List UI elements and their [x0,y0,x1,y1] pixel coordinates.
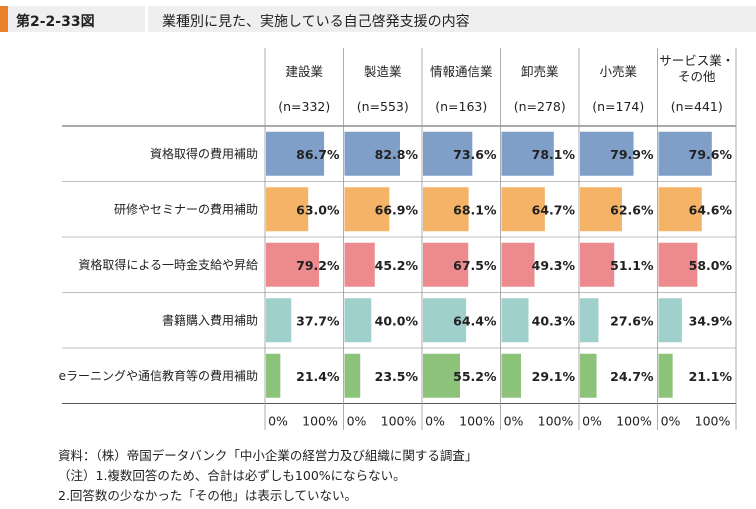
bar [501,187,545,232]
value-label: 27.6% [610,313,654,328]
bar [266,298,292,343]
value-label: 24.7% [610,369,654,384]
value-label: 79.6% [689,147,733,162]
bar [344,353,361,398]
tick-label: 0% [582,414,602,429]
panel-n-label: (n=174) [592,99,644,114]
bar [501,353,521,398]
value-label: 67.5% [453,258,497,273]
value-label: 29.1% [532,369,576,384]
bar [658,298,682,343]
bar [580,242,615,287]
panel-n-label: (n=278) [514,99,566,114]
value-label: 45.2% [375,258,419,273]
bar [658,242,698,287]
panel-label: 製造業 [364,64,402,79]
tick-label: 0% [504,414,524,429]
bar [344,187,390,232]
panel-n-label: (n=441) [671,99,723,114]
bar [344,298,372,343]
value-label: 82.8% [375,147,419,162]
value-label: 40.3% [532,313,576,328]
category-label: 資格取得の費用補助 [150,146,258,161]
value-label: 79.9% [610,147,654,162]
bar [266,242,320,287]
category-label: 研修やセミナーの費用補助 [114,201,258,216]
tick-label: 0% [268,414,288,429]
bar [344,242,375,287]
bar [580,298,599,343]
value-label: 23.5% [375,369,419,384]
category-label: 資格取得による一時金支給や昇給 [78,257,258,272]
tick-label: 100% [538,414,574,429]
value-label: 62.6% [610,202,654,217]
chart: 建設業 (n=332) 製造業 (n=553) 情報通信業 (n=163) 卸売業 (n=27… [59,48,737,430]
title-bar [0,6,756,32]
value-label: 64.6% [689,202,733,217]
tick-label: 0% [661,414,681,429]
value-label: 86.7% [296,147,340,162]
value-label: 63.0% [296,202,340,217]
tick-label: 100% [695,414,731,429]
bar [501,298,529,343]
value-label: 66.9% [375,202,419,217]
value-label: 58.0% [689,258,733,273]
bar [580,131,634,176]
bar [423,187,469,232]
bar [266,131,325,176]
bar [266,187,309,232]
tick-label: 100% [459,414,495,429]
value-label: 64.7% [532,202,576,217]
bar [423,242,469,287]
panel-label: 卸売業 [521,64,559,79]
bar [423,131,473,176]
bar [580,187,622,232]
panel-n-label: (n=332) [278,99,330,114]
tick-label: 100% [302,414,338,429]
bar [423,353,460,398]
panel-label: 情報通信業 [430,64,493,79]
value-label: 64.4% [453,313,497,328]
panel-n-label: (n=553) [357,99,409,114]
title-separator [145,6,148,32]
panel-label: 小売業 [599,64,637,79]
value-label: 55.2% [453,369,497,384]
value-label: 73.6% [453,147,497,162]
bar [658,187,702,232]
category-label: 書籍購入費用補助 [162,312,258,327]
note-2: 2.回答数の少なかった「その他」は表示していない。 [58,488,358,503]
bar [344,131,400,176]
bar [658,353,673,398]
tick-label: 100% [381,414,417,429]
value-label: 21.4% [296,369,340,384]
source-note: 資料：（株）帝国データバンク「中小企業の経営力及び組織に関する調査」 [58,448,478,463]
value-label: 34.9% [689,313,733,328]
value-label: 40.0% [375,313,419,328]
panel-label: 建設業 [285,64,323,79]
bar [658,131,712,176]
note-1: （注）1.複数回答のため、合計は必ずしも100%にならない。 [58,468,406,483]
title-accent [0,6,8,32]
tick-label: 0% [425,414,445,429]
bar [423,298,467,343]
tick-label: 0% [347,414,367,429]
panel-label: サービス業・ [659,53,734,68]
value-label: 79.2% [296,258,340,273]
figure-title: 業種別に見た、実施している自己啓発支援の内容 [162,14,470,30]
value-label: 51.1% [610,258,654,273]
value-label: 78.1% [532,147,576,162]
bar [501,131,554,176]
bar [501,242,535,287]
value-label: 21.1% [689,369,733,384]
bar [266,353,281,398]
bar [580,353,597,398]
value-label: 68.1% [453,202,497,217]
value-label: 49.3% [532,258,576,273]
panel-n-label: (n=163) [435,99,487,114]
category-label: eラーニングや通信教育等の費用補助 [59,368,258,383]
figure-number: 第2-2-33図 [16,14,95,30]
value-label: 37.7% [296,313,340,328]
tick-label: 100% [616,414,652,429]
panel-label: その他 [678,69,716,84]
